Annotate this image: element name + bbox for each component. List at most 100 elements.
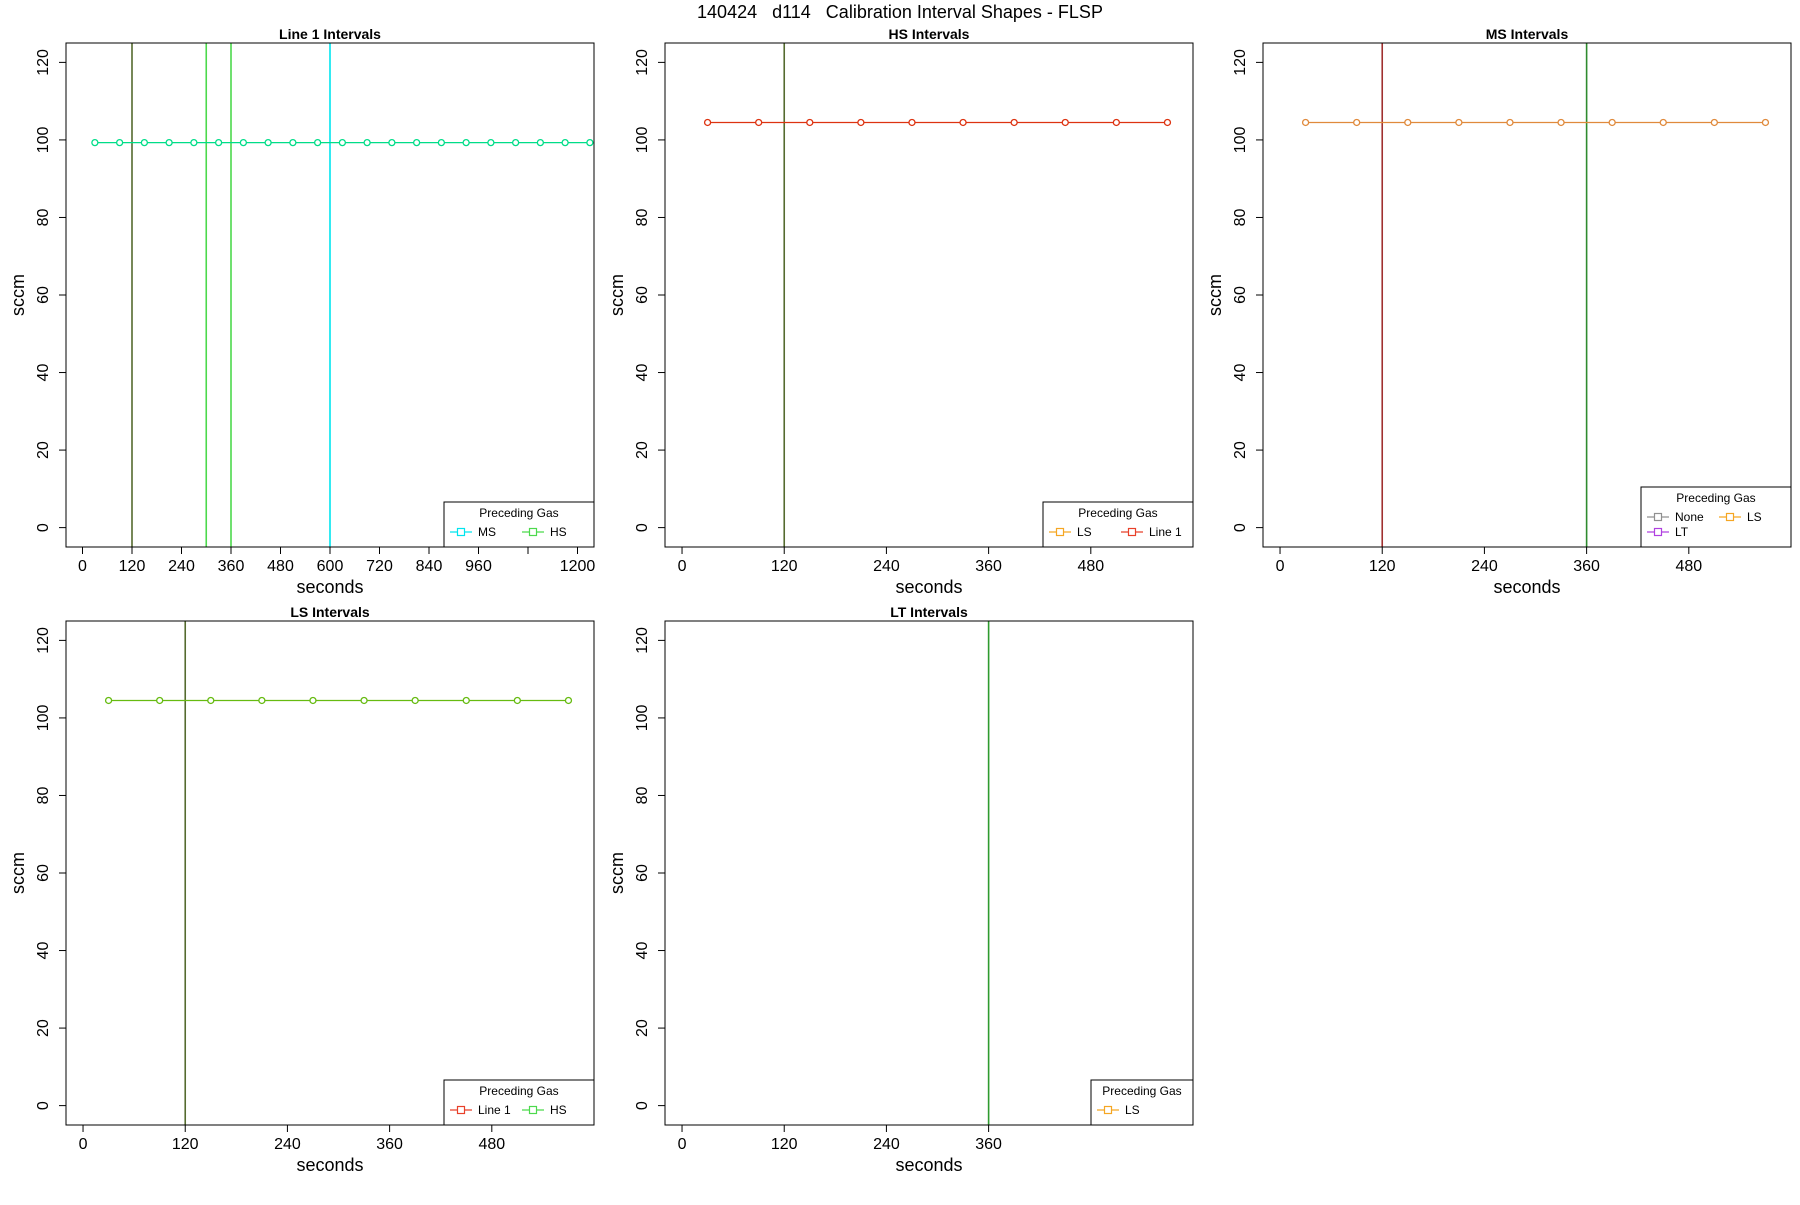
legend: Preceding Gas Line 1 HS xyxy=(443,1079,595,1126)
legend-swatch-marker xyxy=(1127,527,1137,537)
panel-2: HS Intervals 0 120 240 360 480 seconds 0 20 40 60 8… xyxy=(607,26,1194,597)
x-axis: 0 120 240 360 seconds xyxy=(678,1124,1002,1175)
legend-label: LS xyxy=(1077,525,1092,539)
data-point xyxy=(1761,118,1770,127)
panel-title: LT Intervals xyxy=(890,604,968,620)
data-point xyxy=(1659,118,1667,127)
y-tick-label: 120 xyxy=(1232,49,1249,76)
x-tick-label: 360 xyxy=(1573,558,1600,575)
legend-swatch-marker xyxy=(1653,527,1663,537)
x-tick-label: 120 xyxy=(1369,558,1396,575)
y-tick-label: 40 xyxy=(35,942,52,960)
data-point xyxy=(165,138,173,147)
data-point xyxy=(437,138,446,147)
legend-label: LS xyxy=(1747,510,1762,524)
x-axis-label: seconds xyxy=(895,577,962,597)
x-tick-label: 120 xyxy=(172,1136,199,1153)
data-point xyxy=(338,138,347,147)
legend-box xyxy=(443,501,595,548)
data-point xyxy=(360,696,368,705)
data-point xyxy=(239,138,248,147)
panel-title: LS Intervals xyxy=(290,604,370,620)
legend-title: Preceding Gas xyxy=(1102,1084,1181,1098)
legend-entry: MS xyxy=(450,525,496,539)
y-tick-label: 60 xyxy=(634,286,651,304)
legend: Preceding Gas LS Line 1 xyxy=(1042,501,1194,548)
x-tick-label: 480 xyxy=(478,1136,505,1153)
x-tick-label: 240 xyxy=(274,1136,301,1153)
x-tick-label: 720 xyxy=(366,558,393,575)
legend-swatch-marker xyxy=(456,527,466,537)
panel-title: HS Intervals xyxy=(889,26,970,42)
x-tick-label: 120 xyxy=(119,558,146,575)
x-tick-label: 480 xyxy=(267,558,294,575)
y-tick-label: 20 xyxy=(35,441,52,459)
data-point xyxy=(806,118,814,127)
data-point xyxy=(1710,118,1719,127)
legend-box xyxy=(1090,1079,1194,1126)
y-axis-label: sccm xyxy=(8,274,28,316)
data-point xyxy=(258,696,266,705)
data-point xyxy=(412,138,421,147)
legend-swatch-marker xyxy=(1725,512,1735,522)
x-tick-label: 0 xyxy=(1276,558,1285,575)
x-tick-label: 360 xyxy=(218,558,245,575)
x-tick-label: 1200 xyxy=(560,558,596,575)
data-point xyxy=(411,696,419,705)
y-tick-label: 80 xyxy=(35,208,52,226)
data-point xyxy=(586,138,594,147)
data-point xyxy=(1353,118,1361,127)
data-point xyxy=(91,138,99,147)
x-tick-label: 240 xyxy=(873,1136,900,1153)
figure-title: 140424 d114 Calibration Interval Shapes … xyxy=(697,2,1103,22)
y-tick-label: 100 xyxy=(634,126,651,153)
legend-swatch-marker xyxy=(528,1105,538,1115)
y-tick-label: 20 xyxy=(1232,441,1249,459)
x-tick-label: 0 xyxy=(678,558,687,575)
x-axis: 0 120 240 360 480 seconds xyxy=(79,1124,505,1175)
x-axis-label: seconds xyxy=(296,1155,363,1175)
panel-4: LS Intervals 0 120 240 360 480 seconds 0 20 40 60 8… xyxy=(8,604,595,1175)
x-tick-label: 0 xyxy=(79,1136,88,1153)
x-tick-label: 240 xyxy=(873,558,900,575)
y-tick-label: 60 xyxy=(35,286,52,304)
y-tick-label: 20 xyxy=(35,1019,52,1037)
panel-3: MS Intervals 0 120 240 360 480 seconds 0 20 40 60 8… xyxy=(1205,26,1792,597)
x-tick-label: 840 xyxy=(416,558,443,575)
y-axis-label: sccm xyxy=(8,852,28,894)
data-point xyxy=(1608,118,1616,127)
x-tick-label: 480 xyxy=(1077,558,1104,575)
data-point xyxy=(115,138,124,147)
y-tick-label: 0 xyxy=(35,523,52,532)
panel-5: LT Intervals 0 120 240 360 seconds 0 20 40 60 80 10… xyxy=(607,604,1194,1175)
legend-label: LS xyxy=(1125,1103,1140,1117)
data-point xyxy=(363,138,371,147)
y-tick-label: 20 xyxy=(634,1019,651,1037)
data-point xyxy=(536,138,545,147)
data-point xyxy=(462,696,470,705)
x-tick-label: 0 xyxy=(678,1136,687,1153)
data-point xyxy=(388,138,396,147)
x-tick-label: 600 xyxy=(317,558,344,575)
legend-label: HS xyxy=(550,1103,567,1117)
plot-frame xyxy=(65,620,595,1126)
y-tick-label: 100 xyxy=(35,704,52,731)
y-tick-label: 40 xyxy=(634,364,651,382)
data-point xyxy=(190,138,198,147)
x-axis-label: seconds xyxy=(1493,577,1560,597)
legend-entry: Line 1 xyxy=(1121,525,1182,539)
y-tick-label: 100 xyxy=(634,704,651,731)
x-axis: 0 120 240 360 480 600 720 840 960 1200 seconds xyxy=(78,546,596,597)
legend-title: Preceding Gas xyxy=(479,1084,558,1098)
y-tick-label: 80 xyxy=(35,786,52,804)
y-axis-label: sccm xyxy=(607,274,627,316)
data-point xyxy=(309,696,317,705)
x-tick-label: 240 xyxy=(1471,558,1498,575)
data-point xyxy=(1301,118,1310,127)
y-tick-label: 120 xyxy=(634,627,651,654)
data-point xyxy=(156,696,164,705)
y-axis: 0 20 40 60 80 100 120 sccm xyxy=(607,49,666,532)
